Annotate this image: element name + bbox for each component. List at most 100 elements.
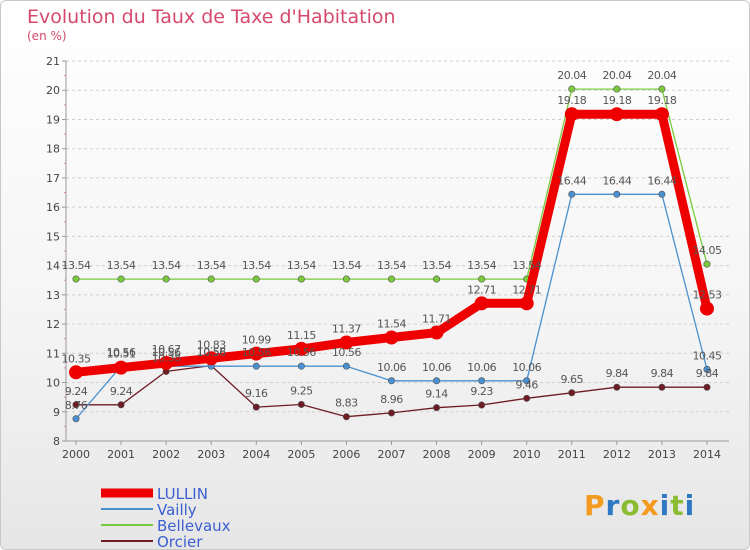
data-point [699,301,714,316]
x-tick-label: 2003 [197,448,225,461]
data-label: 10.56 [107,346,136,359]
data-point [204,351,219,366]
legend-label: Vailly [157,501,197,519]
data-point [564,107,579,122]
data-label: 13.54 [467,259,496,272]
data-point [433,377,441,385]
x-tick-label: 2010 [513,448,541,461]
x-tick-label: 2008 [423,448,451,461]
data-point [69,365,83,380]
data-label: 13.54 [287,259,316,272]
y-tick-label: 10 [46,377,60,390]
x-tick-label: 2013 [648,448,676,461]
data-point [162,275,170,283]
data-point [249,346,264,361]
data-label: 10.35 [62,352,91,365]
y-tick-label: 21 [46,55,60,68]
data-point [478,401,486,409]
data-point [159,355,174,370]
data-label: 10.99 [242,334,271,347]
data-label: 10.51 [107,348,136,361]
chart-subtitle: (en %) [27,29,67,43]
data-point [654,107,669,122]
data-label: 9.23 [470,385,493,398]
y-tick-label: 18 [46,143,60,156]
y-tick-label: 20 [46,84,60,97]
data-point [658,383,666,391]
y-tick-label: 19 [46,113,60,126]
data-label: 10.58 [197,346,226,359]
legend-label: LULLIN [157,485,208,503]
data-label: 13.54 [422,259,451,272]
data-label: 20.04 [602,69,631,82]
data-label: 9.14 [425,388,448,401]
data-point [72,415,80,423]
y-tick-label: 11 [46,347,60,360]
data-point [703,383,711,391]
data-label: 9.46 [515,378,538,391]
y-tick-label: 9 [53,406,60,419]
data-point [342,413,350,421]
data-point [568,85,576,93]
data-label: 16.44 [647,174,676,187]
data-label: 13.54 [152,259,181,272]
y-tick-label: 12 [46,318,60,331]
data-label: 11.37 [332,322,361,335]
data-point [297,400,305,408]
x-tick-label: 2006 [332,448,360,461]
data-point [703,260,711,268]
y-tick-label: 16 [46,201,60,214]
x-tick-label: 2004 [242,448,270,461]
data-point [387,377,395,385]
data-point [297,362,305,370]
data-point [72,275,80,283]
data-label: 9.25 [290,384,313,397]
y-tick-label: 15 [46,230,60,243]
data-label: 10.06 [422,361,451,374]
x-tick-label: 2011 [558,448,586,461]
data-label: 11.71 [422,313,451,326]
x-tick-label: 2002 [152,448,180,461]
data-label: 11.54 [377,318,406,331]
data-label: 10.56 [242,346,271,359]
data-point [474,296,489,311]
data-point [72,401,80,409]
data-point [478,377,486,385]
data-point [568,190,576,198]
x-tick-label: 2014 [693,448,721,461]
data-label: 10.06 [512,361,541,374]
data-label: 12.71 [467,283,496,296]
legend-label: Bellevaux [157,517,231,535]
data-label: 9.84 [606,367,629,380]
data-label: 10.06 [467,361,496,374]
data-point [613,383,621,391]
data-label: 16.44 [557,174,586,187]
data-point [568,389,576,397]
data-label: 8.83 [335,397,358,410]
data-label: 8.76 [65,399,88,412]
data-point [252,362,260,370]
data-label: 10.45 [692,349,721,362]
data-point [342,275,350,283]
data-point [658,85,666,93]
data-label: 9.65 [561,373,584,386]
data-label: 9.24 [65,385,88,398]
data-point [117,275,125,283]
data-point [523,377,531,385]
chart-title: Evolution du Taux de Taxe d'Habitation [27,6,396,28]
data-point [294,341,309,356]
data-label: 13.54 [107,259,136,272]
data-label: 12.53 [692,289,721,302]
data-label: 10.06 [377,361,406,374]
data-label: 13.54 [197,259,226,272]
data-label: 10.83 [197,338,226,351]
data-point [252,275,260,283]
data-label: 13.54 [332,259,361,272]
y-tick-label: 17 [46,172,60,185]
data-label: 20.04 [647,69,676,82]
data-label: 9.24 [110,385,133,398]
data-point [609,107,624,122]
y-tick-label: 13 [46,289,60,302]
data-label: 10.56 [287,346,316,359]
data-point [613,190,621,198]
